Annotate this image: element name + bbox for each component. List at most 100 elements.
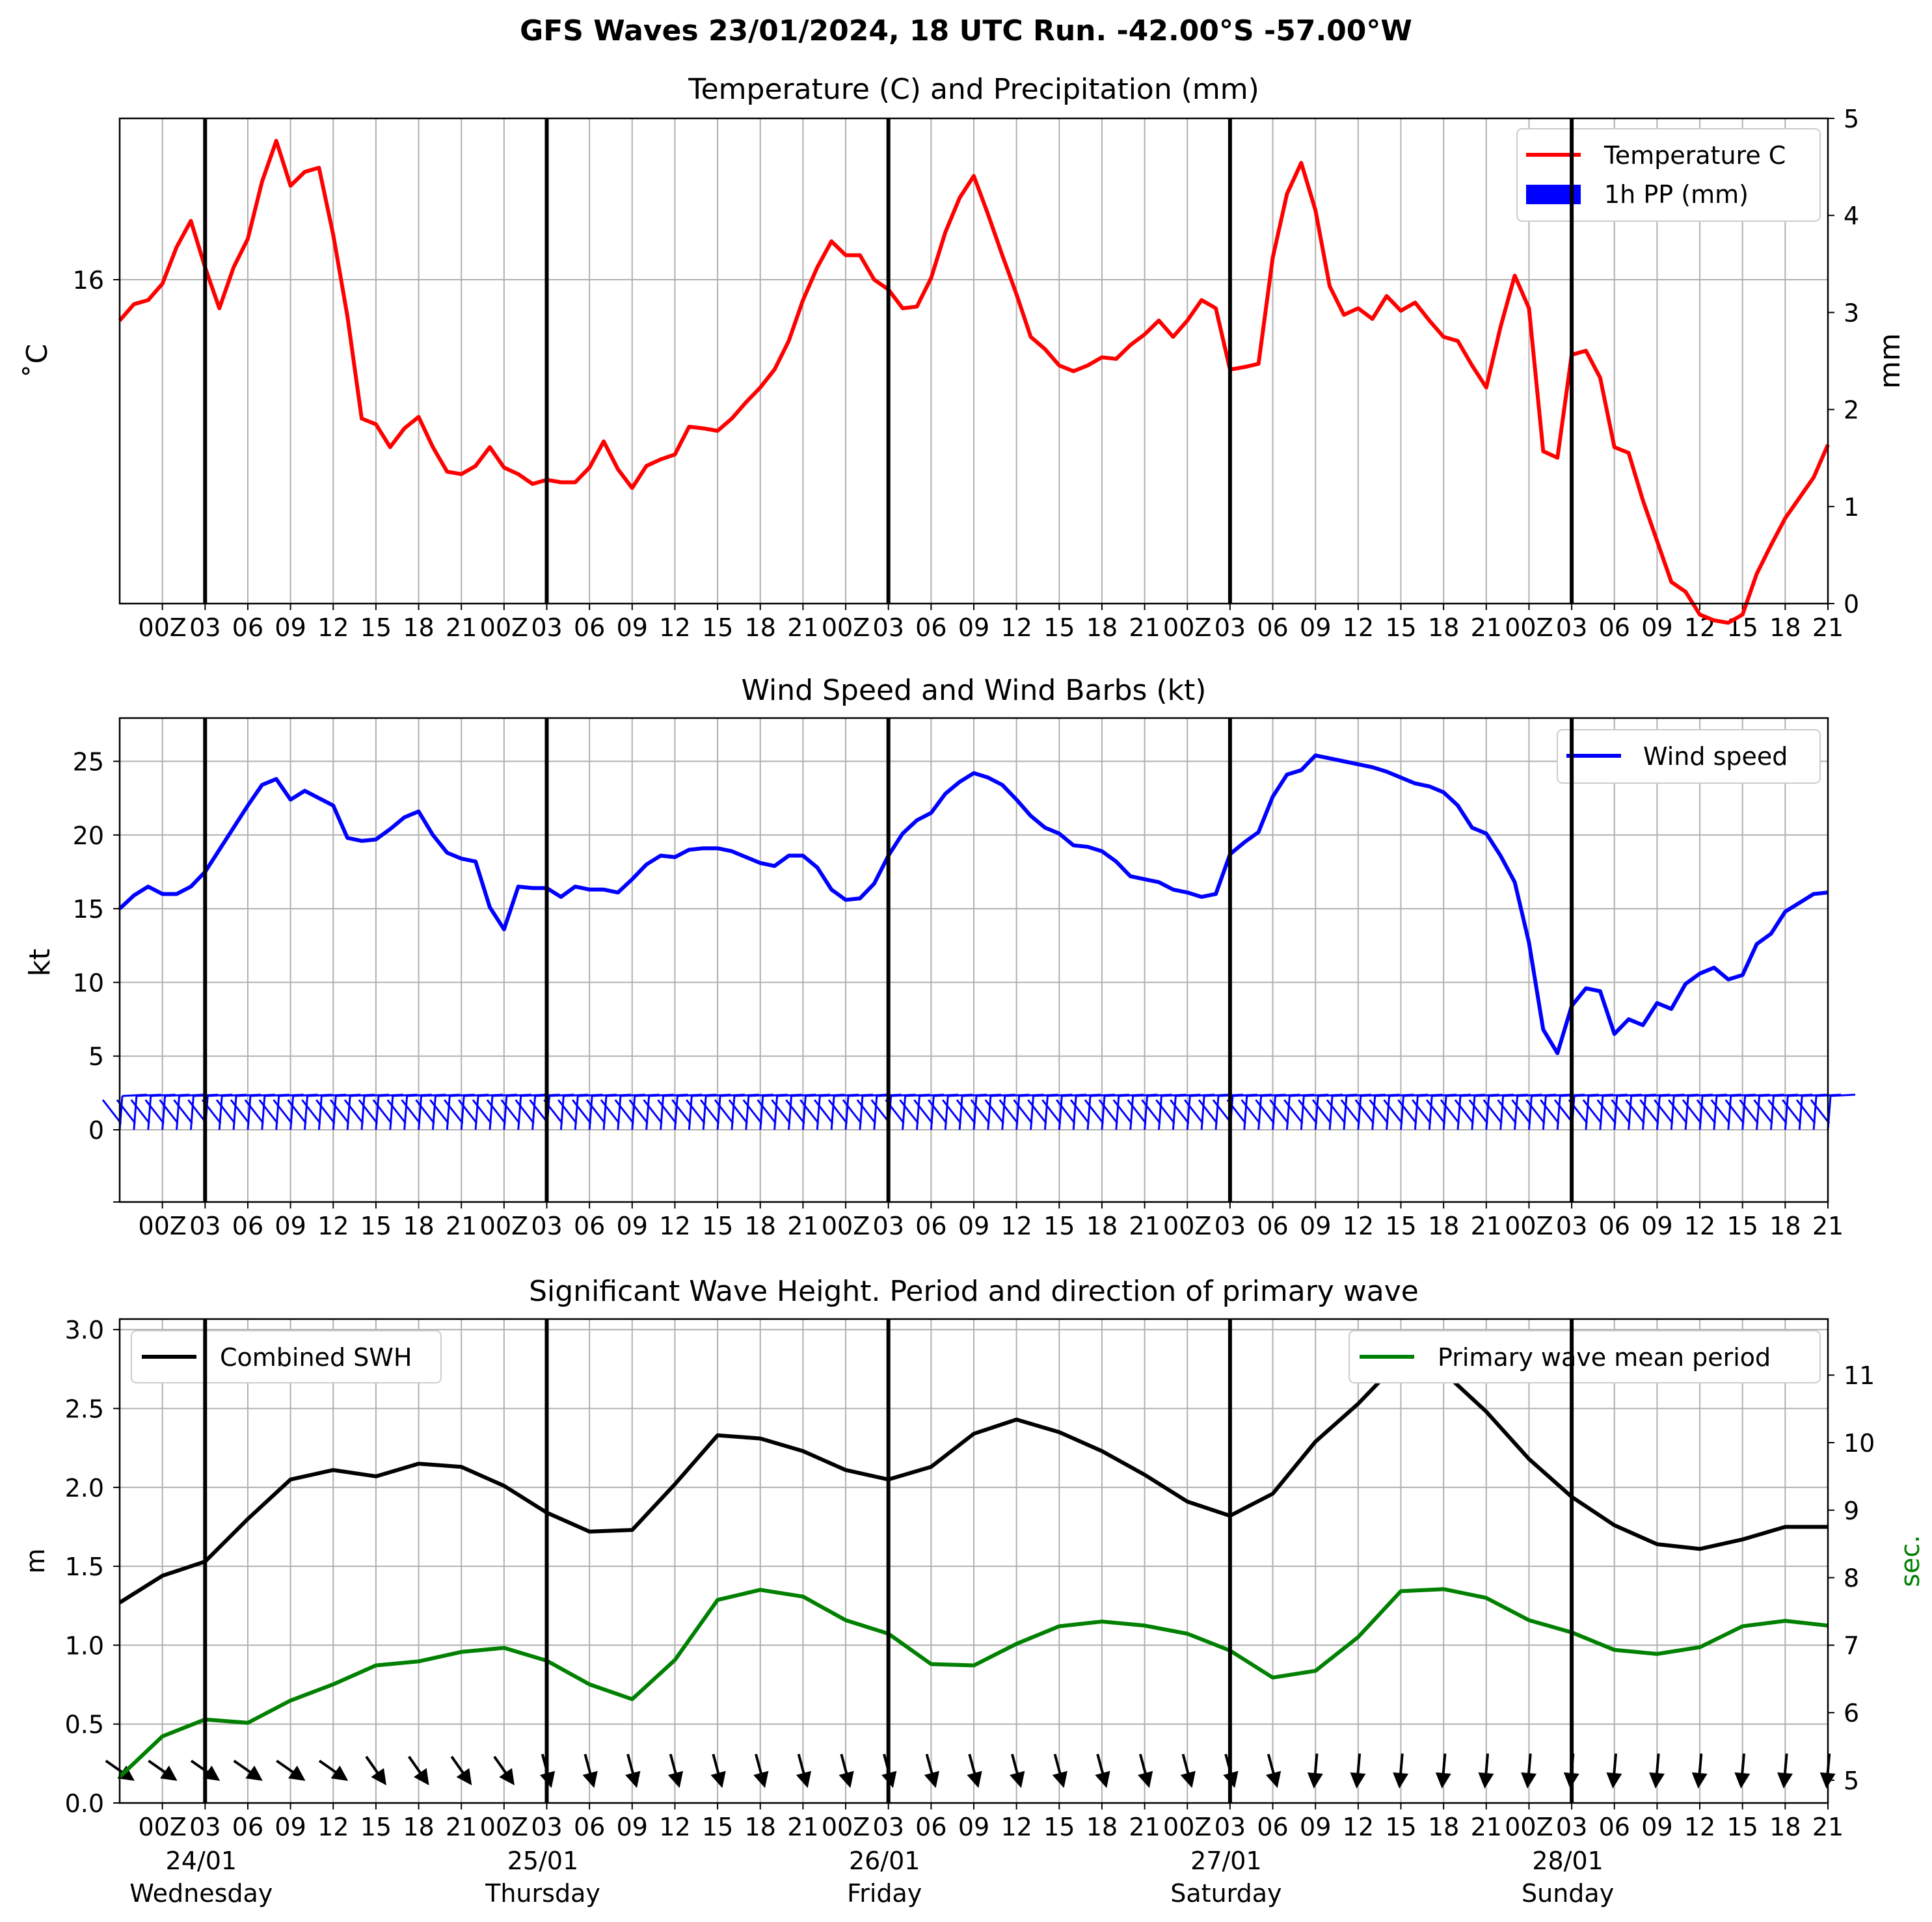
y-axis-label-left: ˚C bbox=[21, 344, 54, 379]
wind-barb bbox=[941, 1099, 962, 1124]
wind-barb bbox=[273, 1099, 293, 1124]
wind-barb bbox=[657, 1099, 677, 1124]
wind-barb bbox=[1186, 1095, 1191, 1130]
wave-direction-arrow-shaft bbox=[105, 1759, 126, 1776]
wind-barb bbox=[915, 1095, 920, 1130]
wave-direction-arrow bbox=[1052, 1754, 1067, 1789]
wave-direction-arrow-head bbox=[796, 1770, 812, 1789]
wave-direction-arrow bbox=[1350, 1753, 1366, 1789]
wave-direction-arrow-shaft bbox=[233, 1759, 254, 1776]
wind-barb bbox=[415, 1099, 435, 1124]
y-axis-label-right: sec. bbox=[1896, 1535, 1925, 1587]
panel1-title: Temperature (C) and Precipitation (mm) bbox=[688, 73, 1259, 106]
wind-barb bbox=[1499, 1095, 1505, 1130]
x-tick-label: 12 bbox=[317, 613, 349, 642]
y-tick-label: 10 bbox=[73, 968, 104, 997]
x-tick-label: 03 bbox=[531, 1212, 562, 1240]
y-tick-label: 2.5 bbox=[65, 1395, 104, 1424]
x-tick-label: 21 bbox=[787, 1813, 818, 1841]
wind-barb bbox=[801, 1095, 807, 1130]
wave-direction-arrow bbox=[1649, 1753, 1665, 1789]
wind-barb bbox=[230, 1099, 250, 1124]
wave-direction-arrow-head bbox=[924, 1770, 939, 1789]
wave-direction-arrow bbox=[365, 1755, 386, 1785]
x-tick-label: 06 bbox=[1257, 613, 1288, 642]
wind-barb bbox=[688, 1095, 693, 1130]
wind-barb bbox=[1386, 1095, 1391, 1130]
y-right-tick-label: 6 bbox=[1844, 1699, 1859, 1728]
wind-barb bbox=[1027, 1099, 1047, 1124]
temperature-line bbox=[118, 139, 1830, 625]
x-tick-label: 15 bbox=[1727, 613, 1758, 642]
wind-barb bbox=[788, 1095, 793, 1130]
y-tick-label: 25 bbox=[73, 748, 104, 777]
wind-barb bbox=[1001, 1095, 1006, 1130]
wave-direction-arrow-head bbox=[1521, 1772, 1537, 1789]
wind-barb bbox=[1741, 1095, 1747, 1130]
x-tick-label: 09 bbox=[1641, 613, 1672, 642]
wind-barb bbox=[444, 1099, 464, 1124]
wind-barb bbox=[372, 1099, 392, 1124]
wind-barb bbox=[343, 1099, 364, 1124]
x-tick-label: 12 bbox=[1343, 613, 1374, 642]
x-tick-label: 15 bbox=[702, 1212, 733, 1240]
wind-barb bbox=[1127, 1099, 1147, 1124]
wave-direction-arrow-head bbox=[456, 1768, 472, 1785]
wind-barb bbox=[1098, 1099, 1119, 1124]
wind-barb bbox=[617, 1095, 622, 1130]
wind-barb bbox=[1525, 1099, 1546, 1124]
wind-barb bbox=[771, 1099, 791, 1124]
wind-barb bbox=[588, 1095, 593, 1130]
y-tick-label: 16 bbox=[73, 266, 104, 295]
wave-direction-arrow-head bbox=[667, 1770, 684, 1789]
y-right-tick-label: 1 bbox=[1844, 493, 1859, 522]
wind-barb bbox=[600, 1099, 621, 1124]
wind-barb bbox=[1812, 1095, 1818, 1130]
wind-barb bbox=[842, 1099, 863, 1124]
wind-barb bbox=[1214, 1095, 1220, 1130]
wind-barb bbox=[244, 1099, 265, 1124]
wave-direction-arrow-shaft bbox=[190, 1759, 211, 1776]
wind-barb bbox=[1314, 1095, 1319, 1130]
wave-direction-arrow-head bbox=[1734, 1772, 1751, 1789]
wind-barb bbox=[1183, 1099, 1204, 1124]
wind-barb bbox=[147, 1095, 152, 1130]
wind-barb bbox=[956, 1099, 976, 1124]
wave-direction-arrow-head bbox=[1649, 1772, 1665, 1789]
wind-barb bbox=[673, 1095, 678, 1130]
y-tick-label: 0.0 bbox=[65, 1789, 104, 1818]
wind-barb bbox=[1810, 1099, 1831, 1124]
x-tick-label: 15 bbox=[1043, 1813, 1075, 1841]
wind-barb bbox=[389, 1095, 394, 1130]
wind-barb bbox=[1326, 1099, 1347, 1124]
wind-barb bbox=[1670, 1095, 1675, 1130]
legend-precip-label: 1h PP (mm) bbox=[1604, 180, 1749, 209]
x-tick-label: 06 bbox=[915, 1813, 946, 1841]
wind-barb bbox=[930, 1095, 935, 1130]
wave-direction-arrow bbox=[1010, 1754, 1025, 1789]
x-tick-label: 12 bbox=[1000, 613, 1032, 642]
x-tick-label: 03 bbox=[873, 613, 904, 642]
y-tick-label: 2.0 bbox=[65, 1474, 104, 1502]
x-tick-label: 12 bbox=[1684, 1212, 1715, 1240]
x-tick-label: 18 bbox=[1769, 1212, 1801, 1240]
wind-speed-line bbox=[118, 753, 1829, 1056]
axes-frame bbox=[118, 717, 1829, 1203]
wind-barb bbox=[728, 1099, 749, 1124]
wave-direction-arrow-head bbox=[1393, 1772, 1409, 1789]
wind-barb bbox=[773, 1095, 779, 1130]
wind-barb bbox=[1556, 1095, 1561, 1130]
wind-barb bbox=[1468, 1099, 1488, 1124]
wave-direction-arrow bbox=[407, 1755, 429, 1785]
wind-barb bbox=[660, 1095, 665, 1130]
y-tick-label: 1.5 bbox=[65, 1553, 104, 1581]
x-tick-label: 00Z bbox=[1505, 1813, 1553, 1841]
x-tick-label: 15 bbox=[360, 1212, 392, 1240]
y-right-tick-label: 9 bbox=[1844, 1497, 1859, 1525]
wind-barb bbox=[873, 1095, 878, 1130]
legend-box-left bbox=[131, 1330, 442, 1383]
wave-direction-arrow-head bbox=[881, 1770, 897, 1789]
x-tick-label: 09 bbox=[958, 613, 989, 642]
x-tick-label: 15 bbox=[702, 613, 733, 642]
wind-barb bbox=[1055, 1099, 1076, 1124]
